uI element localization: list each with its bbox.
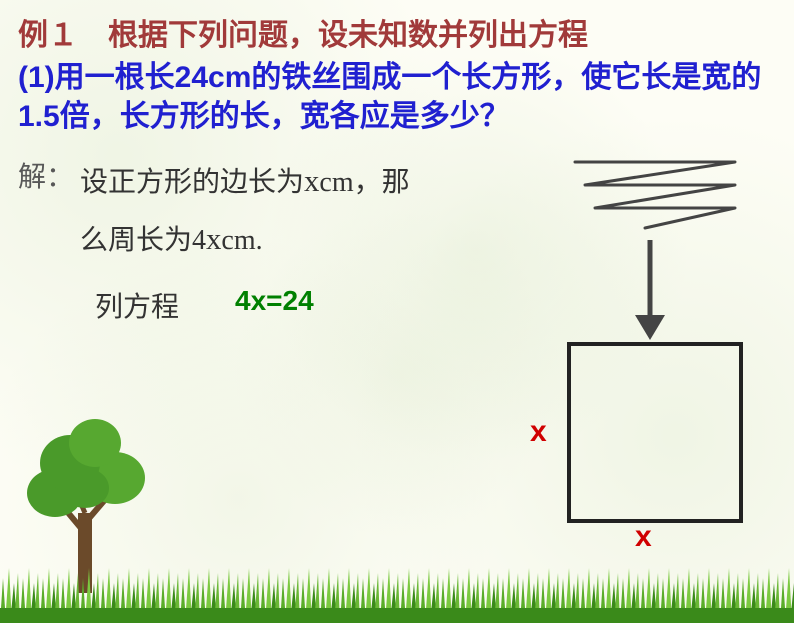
grass-decoration xyxy=(0,553,794,623)
x-label-bottom: x xyxy=(635,520,652,554)
square-diagram xyxy=(565,340,745,525)
text-part: 设正方形的边长为 xyxy=(80,167,304,198)
text-part: cm，那 xyxy=(319,167,409,198)
x-var: x xyxy=(304,164,319,198)
x-var: x xyxy=(206,222,221,256)
arrow-icon xyxy=(625,235,675,345)
equation-value: 4x=24 xyxy=(235,285,314,317)
wire-diagram xyxy=(565,150,745,240)
text-part: 么周长为4 xyxy=(80,225,206,256)
solution-line-2: 么周长为4xcm. xyxy=(80,218,263,258)
equation-label: 列方程 xyxy=(95,285,179,325)
example-title: 例１ 根据下列问题，设未知数并列出方程 xyxy=(18,10,588,54)
text-part: cm. xyxy=(221,225,262,256)
solution-line-1: 设正方形的边长为xcm，那 xyxy=(80,160,410,200)
solution-label: 解： xyxy=(18,155,74,195)
problem-statement: (1)用一根长24cm的铁丝围成一个长方形，使它长是宽的1.5倍，长方形的长，宽… xyxy=(18,58,774,136)
x-label-right: x xyxy=(530,415,547,449)
